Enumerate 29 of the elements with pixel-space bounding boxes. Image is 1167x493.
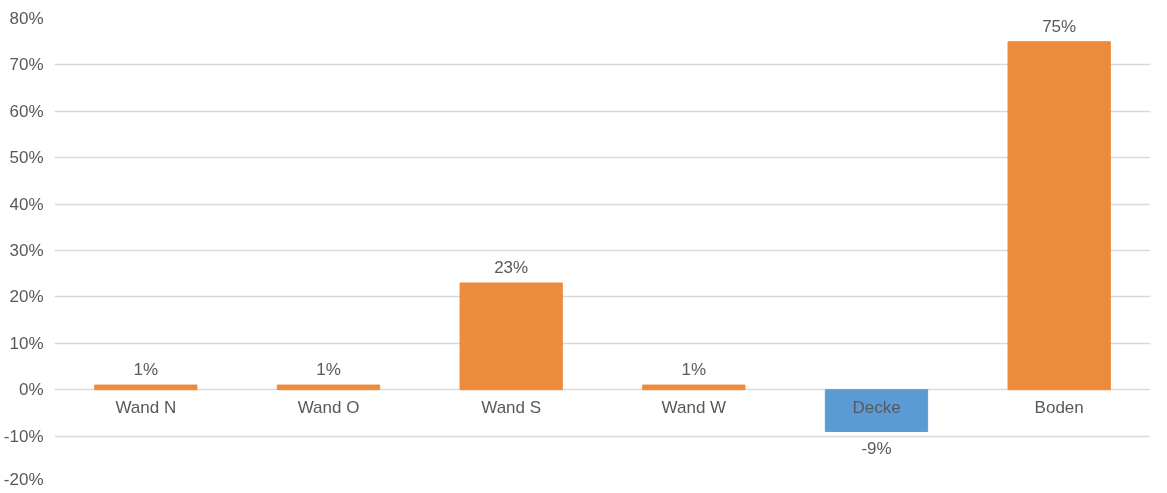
x-tick-label: Wand O <box>297 397 360 417</box>
y-tick-label: 50% <box>9 148 44 168</box>
y-tick-label: 20% <box>9 287 44 307</box>
x-tick-label: Decke <box>852 397 901 417</box>
y-tick-label: 0% <box>18 380 44 400</box>
y-tick-label: 60% <box>9 101 44 121</box>
y-tick-label: 70% <box>9 55 44 75</box>
y-tick-label: -20% <box>3 469 44 489</box>
bar <box>824 389 929 432</box>
bar <box>276 384 381 391</box>
data-label: 1% <box>133 360 159 380</box>
y-tick-label: 10% <box>9 333 44 353</box>
bar <box>642 384 746 391</box>
x-tick-label: Wand S <box>481 397 542 417</box>
data-label: -9% <box>861 439 892 459</box>
y-tick-label: 30% <box>9 241 44 260</box>
bar <box>1007 41 1111 391</box>
x-tick-label: Wand W <box>661 397 727 417</box>
y-tick-label: -10% <box>3 426 44 446</box>
x-tick-label: Wand N <box>115 397 177 417</box>
x-tick-label: Boden <box>1034 397 1084 417</box>
bar <box>459 282 563 391</box>
data-label: 1% <box>681 360 707 380</box>
data-label: 23% <box>494 257 529 277</box>
bar <box>94 384 198 391</box>
data-label: 75% <box>1042 16 1077 36</box>
data-label: 1% <box>316 360 341 380</box>
y-tick-label: 80% <box>9 9 44 28</box>
y-tick-label: 40% <box>9 194 44 214</box>
